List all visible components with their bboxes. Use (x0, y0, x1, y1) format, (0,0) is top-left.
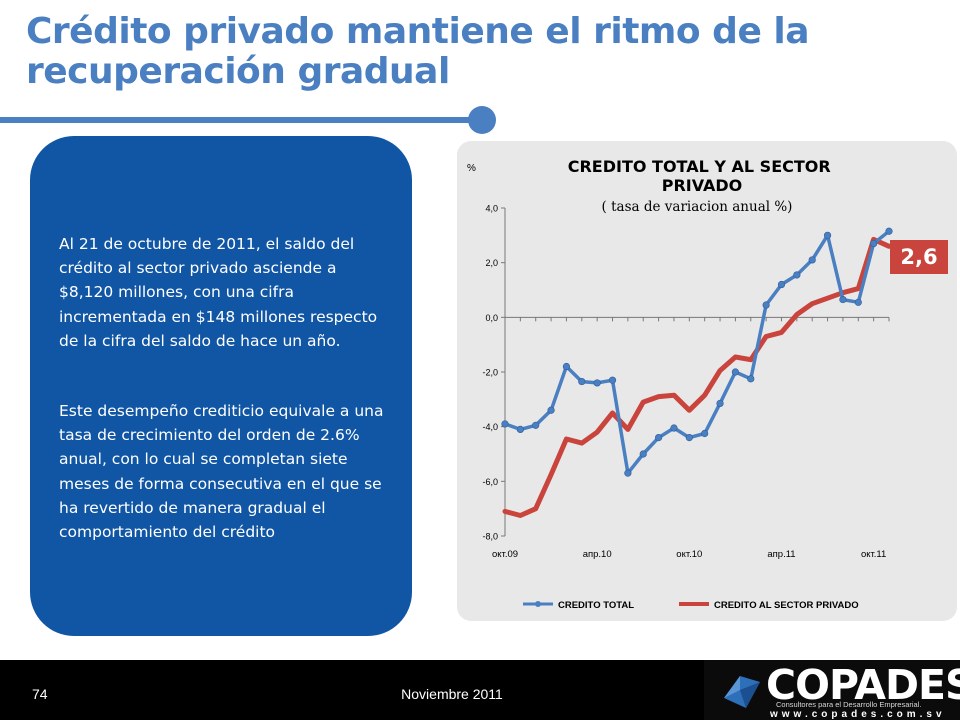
y-axis-label: % (467, 163, 476, 174)
x-tick-label: апр.11 (767, 549, 795, 560)
legend-label: CREDITO AL SECTOR PRIVADO (714, 600, 859, 611)
data-point-credito-total (516, 425, 524, 434)
data-point-credito-total (655, 434, 663, 442)
data-point-credito-total (685, 434, 693, 442)
y-tick-label: 2,0 (485, 258, 498, 268)
y-tick-label: 4,0 (485, 204, 498, 214)
y-tick-label: 0,0 (485, 313, 498, 323)
logo-tagline: Consultores para el Desarrollo Empresari… (776, 700, 922, 709)
chart-axes: 4,0 2,0 0,0 -2,0 -4,0 -6,0 -8,0 окт.09 апр.10 окт… (482, 204, 890, 560)
x-tick-label: окт.09 (492, 549, 518, 560)
data-point-credito-total (747, 375, 755, 383)
data-point-credito-total (578, 377, 586, 386)
x-tick-label: апр.10 (583, 549, 612, 560)
slide-title: Crédito privado mantiene el ritmo de la … (26, 11, 810, 92)
data-point-credito-total (701, 429, 709, 438)
title-underline (0, 117, 472, 123)
summary-paragraph-2: Este desempeño crediticio equivale a una… (59, 402, 384, 542)
copades-logo: COPADES Consultores para el Desarrollo E… (704, 660, 960, 720)
data-point-credito-total (562, 362, 571, 371)
data-point-credito-total (777, 280, 786, 289)
x-tick-label: окт.11 (861, 549, 886, 560)
data-point-credito-total (716, 399, 724, 408)
chart-series (501, 227, 893, 518)
x-tick-label: окт.10 (676, 549, 702, 560)
logo-website: www.copades.com.sv (770, 709, 946, 720)
title-underline-dot (468, 106, 496, 134)
data-point-credito-total (608, 376, 617, 384)
data-point-credito-total (839, 295, 847, 304)
series-line-credito-total (503, 229, 891, 475)
data-point-credito-total (793, 271, 801, 279)
y-tick-label: -4,0 (482, 422, 498, 432)
page-number: 74 (32, 686, 48, 702)
data-point-credito-total (547, 406, 555, 414)
data-point-credito-total (624, 469, 632, 477)
data-point-credito-total (854, 298, 862, 306)
logo-wordmark: COPADES (766, 661, 960, 709)
data-point-credito-total (870, 239, 878, 248)
data-point-credito-total (885, 227, 893, 235)
chart-panel: % CREDITO TOTAL Y AL SECTOR PRIVADO ( ta… (457, 141, 957, 621)
summary-paragraph-1: Al 21 de octubre de 2011, el saldo del c… (59, 235, 378, 350)
copades-logo-icon (724, 676, 760, 708)
data-point-credito-total (808, 256, 816, 264)
data-point-credito-total (639, 450, 647, 458)
y-tick-label: -2,0 (482, 368, 498, 378)
summary-textbox: Al 21 de octubre de 2011, el saldo del c… (30, 136, 412, 636)
legend-marker (535, 601, 541, 607)
data-point-credito-total (532, 421, 540, 429)
data-point-credito-total (593, 379, 601, 387)
y-tick-label: -8,0 (482, 532, 498, 542)
credit-line-chart: % CREDITO TOTAL Y AL SECTOR PRIVADO ( ta… (467, 157, 893, 611)
footer-date: Noviembre 2011 (401, 686, 503, 702)
legend-label: CREDITO TOTAL (558, 600, 634, 611)
data-point-credito-total (670, 424, 678, 432)
data-point-credito-total (731, 368, 740, 376)
chart-subtitle: ( tasa de variacion anual %) (602, 199, 793, 215)
chart-title: CREDITO TOTAL Y AL SECTOR PRIVADO (568, 157, 837, 195)
data-point-credito-total (823, 231, 832, 239)
series-line-credito-sector-privado (502, 236, 892, 518)
latest-value-callout: 2,6 (890, 240, 948, 274)
data-point-credito-total (501, 420, 509, 428)
y-tick-label: -6,0 (482, 477, 498, 487)
chart-title-line-1: CREDITO TOTAL Y AL SECTOR (568, 157, 831, 176)
data-point-credito-total (762, 301, 770, 309)
chart-title-line-2: PRIVADO (662, 176, 743, 195)
chart-legend: CREDITO TOTAL CREDITO AL SECTOR PRIVADO (523, 600, 859, 611)
